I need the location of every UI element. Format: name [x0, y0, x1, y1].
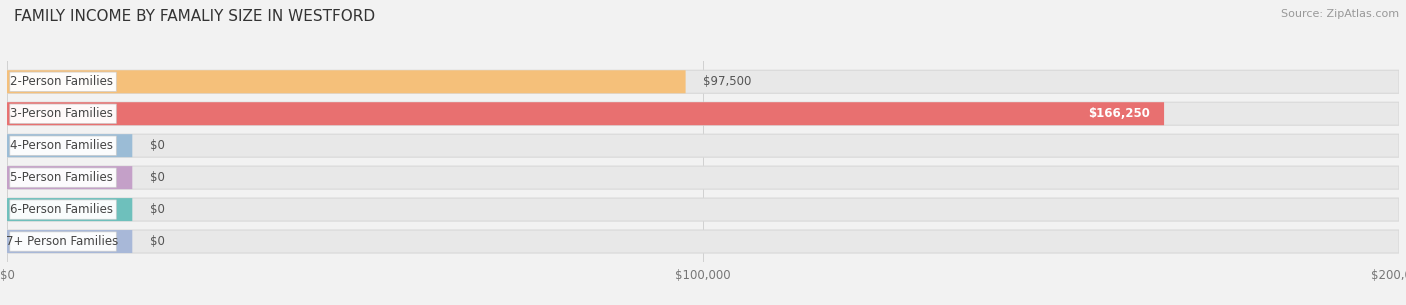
- FancyBboxPatch shape: [10, 168, 117, 187]
- Text: 2-Person Families: 2-Person Families: [10, 75, 112, 88]
- Text: $166,250: $166,250: [1088, 107, 1150, 120]
- FancyBboxPatch shape: [10, 136, 117, 155]
- FancyBboxPatch shape: [7, 70, 686, 93]
- FancyBboxPatch shape: [10, 104, 117, 124]
- Text: Source: ZipAtlas.com: Source: ZipAtlas.com: [1281, 9, 1399, 19]
- FancyBboxPatch shape: [10, 72, 117, 91]
- FancyBboxPatch shape: [7, 198, 132, 221]
- Text: $97,500: $97,500: [703, 75, 751, 88]
- FancyBboxPatch shape: [7, 102, 1164, 125]
- Text: $0: $0: [149, 235, 165, 248]
- FancyBboxPatch shape: [7, 134, 1399, 157]
- FancyBboxPatch shape: [7, 166, 132, 189]
- FancyBboxPatch shape: [7, 134, 132, 157]
- FancyBboxPatch shape: [7, 70, 1399, 93]
- FancyBboxPatch shape: [7, 166, 1399, 189]
- FancyBboxPatch shape: [7, 102, 1399, 125]
- Text: 7+ Person Families: 7+ Person Families: [6, 235, 118, 248]
- Text: $0: $0: [149, 171, 165, 184]
- Text: 3-Person Families: 3-Person Families: [10, 107, 112, 120]
- FancyBboxPatch shape: [7, 230, 1399, 253]
- FancyBboxPatch shape: [10, 232, 117, 251]
- Text: 6-Person Families: 6-Person Families: [10, 203, 112, 216]
- Text: FAMILY INCOME BY FAMALIY SIZE IN WESTFORD: FAMILY INCOME BY FAMALIY SIZE IN WESTFOR…: [14, 9, 375, 24]
- FancyBboxPatch shape: [7, 198, 1399, 221]
- Text: $0: $0: [149, 139, 165, 152]
- FancyBboxPatch shape: [7, 230, 132, 253]
- Text: 5-Person Families: 5-Person Families: [10, 171, 112, 184]
- Text: $0: $0: [149, 203, 165, 216]
- Text: 4-Person Families: 4-Person Families: [10, 139, 112, 152]
- FancyBboxPatch shape: [10, 200, 117, 219]
